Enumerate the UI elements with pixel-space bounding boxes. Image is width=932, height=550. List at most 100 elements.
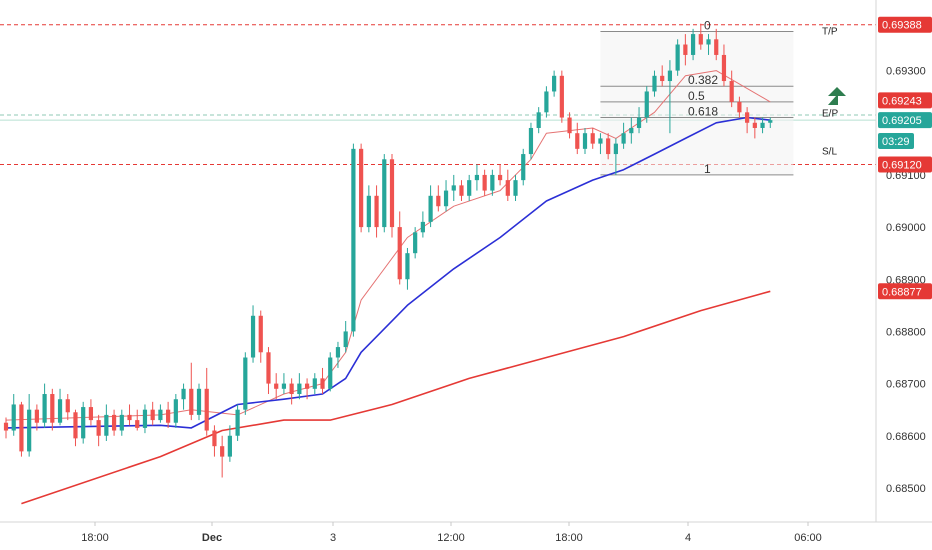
fib-level-label-1: 0.382 [688,73,718,87]
price-tags: 0.69388 0.69243 0.69205 03:29 0.69120 0.68877 [878,16,932,300]
candle-body [374,195,379,228]
moving-average-line-3 [21,290,771,505]
candle-body [351,148,356,332]
candle-body [521,154,526,181]
x-tick-label: 12:00 [437,532,465,544]
candle-body [451,185,456,191]
y-tick-label: 0.69100 [886,170,926,182]
candle-body [19,404,24,452]
candle-body [760,122,765,128]
candle-body [752,122,757,128]
candle-body [65,399,70,413]
price-tag-label-2: 0.69205 [882,115,922,127]
candle-body [706,39,711,45]
candle-body [204,388,209,431]
x-tick-label: 4 [685,532,691,544]
fib-level-label-3: 0.618 [688,105,718,119]
candle-body [181,388,186,400]
candle-body [443,190,449,207]
fib-level-label-0: 0 [704,18,711,32]
candle-body [335,347,341,358]
x-tick-label: 18:00 [555,532,583,544]
trade-labels: T/P E/P S/L [822,26,838,157]
candle-body [389,159,395,228]
price-tag-label-5: 0.68877 [882,286,922,298]
candle-body [250,315,256,358]
candle-body [258,315,263,353]
x-tick-label: 3 [330,532,336,544]
candle-body [482,174,487,191]
y-tick-label: 0.68600 [886,431,926,443]
price-tag-box-1 [878,92,932,109]
candle-body [135,420,140,428]
candle-body [714,39,719,55]
candle-body [621,133,626,144]
candle-body [644,91,649,118]
candle-body [212,430,217,447]
candle-body [513,180,518,196]
candle-body [528,127,534,155]
price-tag-box-4 [878,156,932,173]
candle-body [467,180,472,196]
price-tag-box-5 [878,283,932,300]
candle-body [104,414,109,436]
time-axis[interactable]: 18:00 Dec 3 12:00 18:00 4 06:00 [81,522,822,544]
candle-body [667,70,673,82]
candle-body [227,435,232,457]
candle-body [119,414,124,431]
candle-body [768,120,773,123]
candle-body [497,174,503,181]
candle-body [142,409,148,428]
candle-body [158,409,163,421]
x-tick-label: 18:00 [81,532,109,544]
candle-body [721,54,727,82]
candle-body [297,383,302,395]
candle-body [629,127,634,134]
candle-body [366,195,371,228]
candle-body [173,399,178,423]
candle-body [243,357,248,410]
candle-body [405,253,410,280]
price-tag-label-3: 03:29 [882,136,910,148]
candle-body [698,34,703,45]
candle-body [729,81,734,102]
candle-body [42,394,47,423]
candle-body [166,409,171,423]
price-tag-label-0: 0.69388 [882,20,922,32]
candle-body [359,148,364,228]
candle-body [690,34,696,55]
candle-body [57,399,63,423]
candle-body [34,409,39,423]
candle-body [420,221,425,233]
fib-zone [600,31,794,175]
candle-body [598,138,603,144]
x-tick-label: 06:00 [794,532,822,544]
candle-body [289,383,294,395]
candle-body [304,383,310,389]
y-tick-label: 0.69000 [886,222,926,234]
fibonacci-retracement[interactable]: 0 0.382 0.5 0.618 1 [600,18,794,176]
candle-body [590,133,595,144]
candle-body [73,412,78,439]
trade-label-ep: E/P [822,108,838,119]
trade-label-sl: S/L [822,146,837,157]
candle-body [413,232,418,254]
candlesticks [3,23,773,478]
candle-body [544,91,549,113]
candle-body [235,409,240,436]
y-tick-label: 0.69300 [886,66,926,78]
price-tag-label-4: 0.69120 [882,159,922,171]
x-tick-label: Dec [202,532,222,544]
candle-body [27,409,32,452]
trade-label-tp: T/P [822,26,838,37]
candle-body [196,388,202,415]
price-tag-label-1: 0.69243 [882,95,922,107]
candle-body [536,112,541,128]
candle-body [660,75,665,82]
candle-body [320,378,325,389]
candle-body [3,422,9,431]
candle-body [189,388,194,415]
price-tag-box-0 [878,16,932,33]
y-tick-label: 0.68800 [886,326,926,338]
